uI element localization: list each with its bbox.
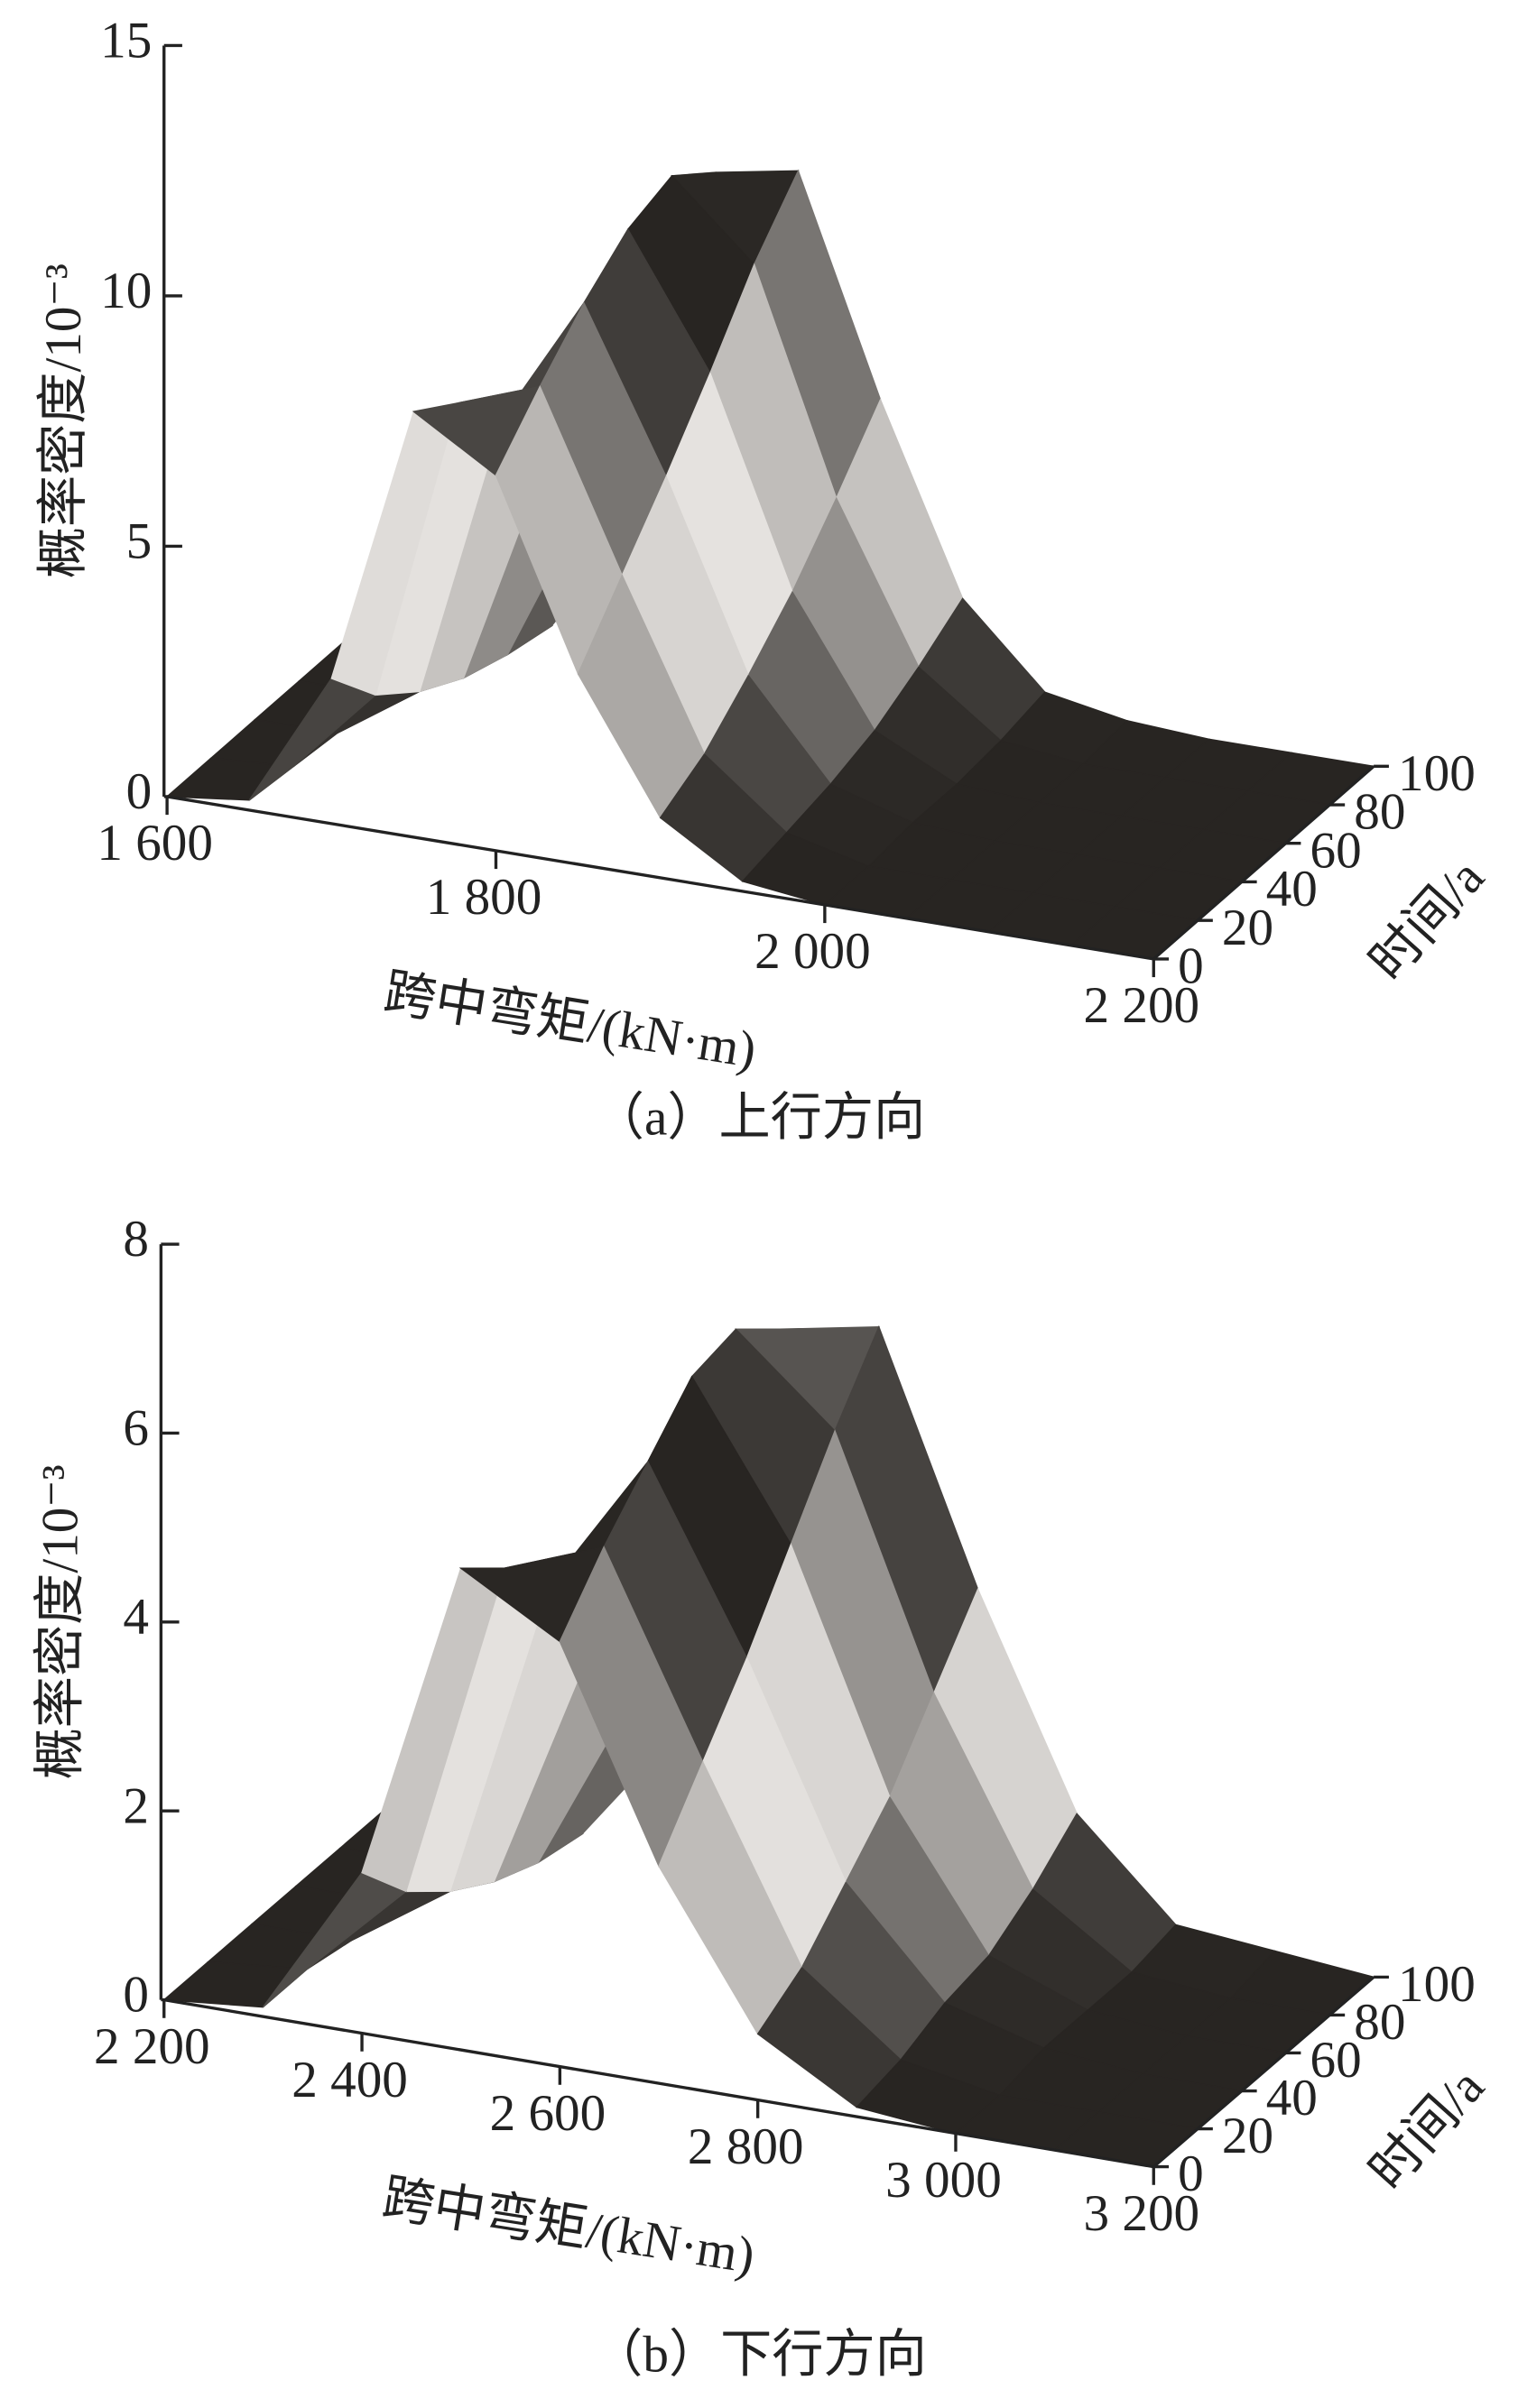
z-tick-label: 0 (123, 1967, 149, 2024)
time-tick-label: 60 (1310, 822, 1361, 879)
z-tick-label: 4 (123, 1589, 149, 1646)
x-tick-label: 2 000 (754, 923, 871, 980)
x-axis (163, 1997, 1154, 2169)
time-tick-label: 20 (1222, 2108, 1273, 2164)
z-tick-label: 2 (123, 1777, 149, 1834)
z-tick-label: 6 (123, 1400, 149, 1457)
time-tick-label: 40 (1266, 861, 1318, 918)
x-tick-label: 3 000 (885, 2152, 1002, 2209)
z-axis-label: 概率密度/10⁻³ (35, 263, 92, 578)
time-tick-label: 100 (1398, 745, 1476, 802)
time-tick-label: 100 (1398, 1956, 1476, 2013)
z-tick-label: 0 (126, 763, 153, 820)
time-tick-label: 60 (1310, 2032, 1361, 2089)
time-tick-label: 0 (1178, 937, 1204, 994)
time-tick-label: 20 (1222, 900, 1273, 956)
time-axis (1152, 765, 1375, 961)
x-tick-label: 2 800 (688, 2118, 804, 2175)
time-tick-label: 80 (1354, 784, 1405, 841)
time-tick-label: 80 (1354, 1994, 1405, 2051)
x-tick-label: 2 400 (292, 2052, 408, 2108)
z-tick-label: 8 (123, 1211, 149, 1268)
z-tick-label: 10 (100, 263, 152, 319)
time-tick-label: 40 (1266, 2070, 1318, 2127)
x-tick-label: 3 200 (1083, 2185, 1199, 2242)
time-axis-label: 时间/a (1359, 849, 1495, 992)
x-tick-label: 2 200 (1083, 977, 1199, 1034)
x-axis-label: 跨中弯矩/(kN·m) (379, 2170, 759, 2284)
x-tick-label: 2 200 (94, 2018, 210, 2075)
time-axis-label: 时间/a (1359, 2058, 1495, 2200)
z-tick-label: 15 (100, 13, 152, 69)
x-tick-label: 1 600 (97, 815, 213, 872)
x-tick-label: 2 600 (490, 2085, 606, 2142)
z-tick-label: 5 (126, 513, 153, 570)
x-axis (166, 795, 1154, 961)
x-axis-label: 跨中弯矩/(kN·m) (380, 964, 760, 1079)
caption: （a）上行方向 (593, 1090, 925, 1147)
time-tick-label: 0 (1178, 2145, 1204, 2202)
x-tick-label: 1 800 (426, 869, 542, 926)
time-axis (1152, 1976, 1375, 2168)
z-axis-label: 概率密度/10⁻³ (32, 1464, 89, 1779)
caption: （b）下行方向 (591, 2326, 927, 2383)
